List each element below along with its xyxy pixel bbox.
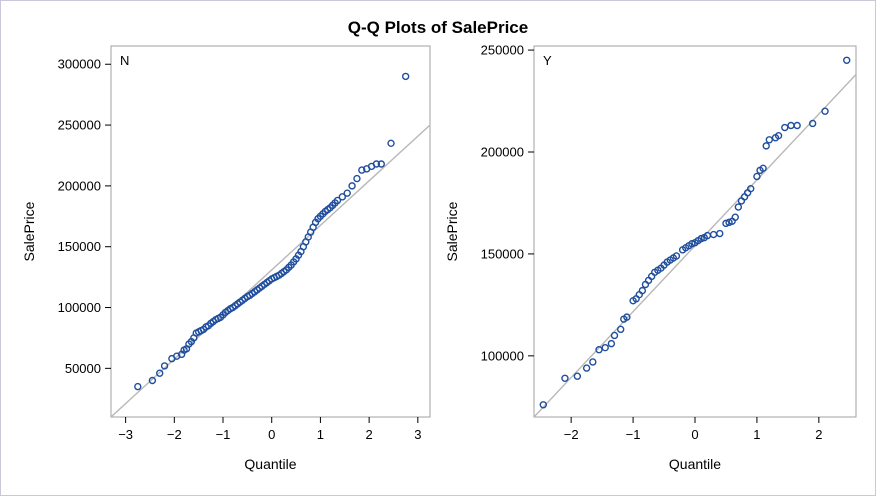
panel-n-x-tick-label: −1 bbox=[216, 427, 231, 442]
panel-y-x-tick-label: 2 bbox=[815, 427, 822, 442]
panel-n-data-point bbox=[343, 189, 351, 197]
panel-n-x-tick-label: 2 bbox=[366, 427, 373, 442]
panel-n-y-axis-label: SalePrice bbox=[21, 201, 37, 261]
panel-y-data-point bbox=[734, 203, 743, 211]
panel-n-data-point bbox=[372, 160, 381, 168]
panel-n-x-tick-label: 1 bbox=[317, 427, 324, 442]
panel-y-data-point bbox=[589, 358, 597, 366]
panel-y-y-tick-label: 100000 bbox=[481, 348, 524, 363]
panel-y-plot-area bbox=[533, 45, 857, 418]
panel-y-data-point bbox=[607, 339, 616, 348]
panel-n-data-point bbox=[377, 160, 385, 168]
panel-n-data-point bbox=[333, 196, 342, 205]
panel-n-x-tick-label: −3 bbox=[118, 427, 133, 442]
panel-n-x-axis-label: Quantile bbox=[244, 456, 296, 472]
panel-n-y-tick-label: 200000 bbox=[58, 178, 101, 193]
panel-y-data-point bbox=[774, 131, 783, 140]
panel-n-y-tick-label: 50000 bbox=[65, 361, 101, 376]
panel-y-data-point bbox=[582, 364, 591, 372]
panel-y-x-tick-label: −2 bbox=[564, 427, 579, 442]
panel-y-data-point bbox=[638, 286, 647, 295]
panel-n-data-point bbox=[353, 174, 361, 183]
panel-y-data-point bbox=[821, 107, 829, 115]
panel-n-x-tick-label: 3 bbox=[414, 427, 421, 442]
panel-y-data-point bbox=[623, 313, 631, 321]
panel-y-data-point bbox=[539, 401, 547, 409]
panel-y-data-point bbox=[759, 164, 767, 173]
panel-n-x-tick-label: 0 bbox=[268, 427, 275, 442]
panel-y-data-point bbox=[808, 119, 817, 128]
panel-n-data-point bbox=[134, 382, 142, 391]
panel-y-data-point bbox=[616, 325, 625, 334]
panel-y-data-point bbox=[762, 142, 770, 150]
panel-y-data-point bbox=[747, 184, 755, 193]
panel-n-label: N bbox=[120, 53, 129, 68]
panel-y-data-point bbox=[731, 213, 739, 221]
panel-y-x-tick-label: −1 bbox=[626, 427, 641, 442]
panel-y-data-point bbox=[601, 343, 609, 352]
panel-y-data-point bbox=[610, 331, 619, 340]
panel-n-data-point bbox=[348, 182, 356, 190]
panel-y-data-point bbox=[595, 346, 603, 354]
panel-n-data-point bbox=[358, 166, 366, 174]
panel-y-x-axis-label: Quantile bbox=[669, 456, 721, 472]
panel-y-data-point bbox=[672, 252, 681, 260]
panel-y-x-tick-label: 1 bbox=[753, 427, 760, 442]
panel-n-y-tick-label: 150000 bbox=[58, 239, 101, 254]
panel-n-data-point bbox=[387, 139, 395, 148]
panel-n-x-tick-label: −2 bbox=[167, 427, 182, 442]
panel-n-data-point bbox=[338, 193, 347, 201]
panel-y-data-point bbox=[843, 56, 851, 64]
panel-y-y-tick-label: 250000 bbox=[481, 43, 524, 58]
panel-y-label: Y bbox=[543, 53, 552, 68]
panel-n-data-point bbox=[401, 72, 410, 81]
panel-n-plot-area bbox=[110, 45, 431, 418]
panel-y-y-tick-label: 200000 bbox=[481, 145, 524, 160]
panel-n-y-tick-label: 100000 bbox=[58, 300, 101, 315]
chart-title: Q-Q Plots of SalePrice bbox=[347, 18, 529, 37]
panel-n-y-tick-label: 250000 bbox=[58, 118, 101, 133]
panel-y-x-tick-label: 0 bbox=[691, 427, 698, 442]
panel-n-data-point bbox=[160, 362, 169, 370]
panel-y-data-point bbox=[573, 372, 582, 380]
panel-n-data-point bbox=[148, 376, 157, 385]
panel-n-y-tick-label: 300000 bbox=[58, 57, 101, 72]
panel-y-data-point bbox=[561, 374, 569, 382]
panel-y-data-point bbox=[765, 136, 774, 144]
panel-y-y-axis-label: SalePrice bbox=[444, 201, 460, 261]
panel-y-data-point bbox=[753, 172, 761, 181]
panel-y-data-point bbox=[781, 123, 789, 132]
panel-y-data-point bbox=[716, 229, 724, 238]
panel-y-data-point bbox=[793, 121, 801, 130]
panel-n-data-point bbox=[156, 369, 164, 377]
panel-y-y-tick-label: 150000 bbox=[481, 246, 524, 261]
